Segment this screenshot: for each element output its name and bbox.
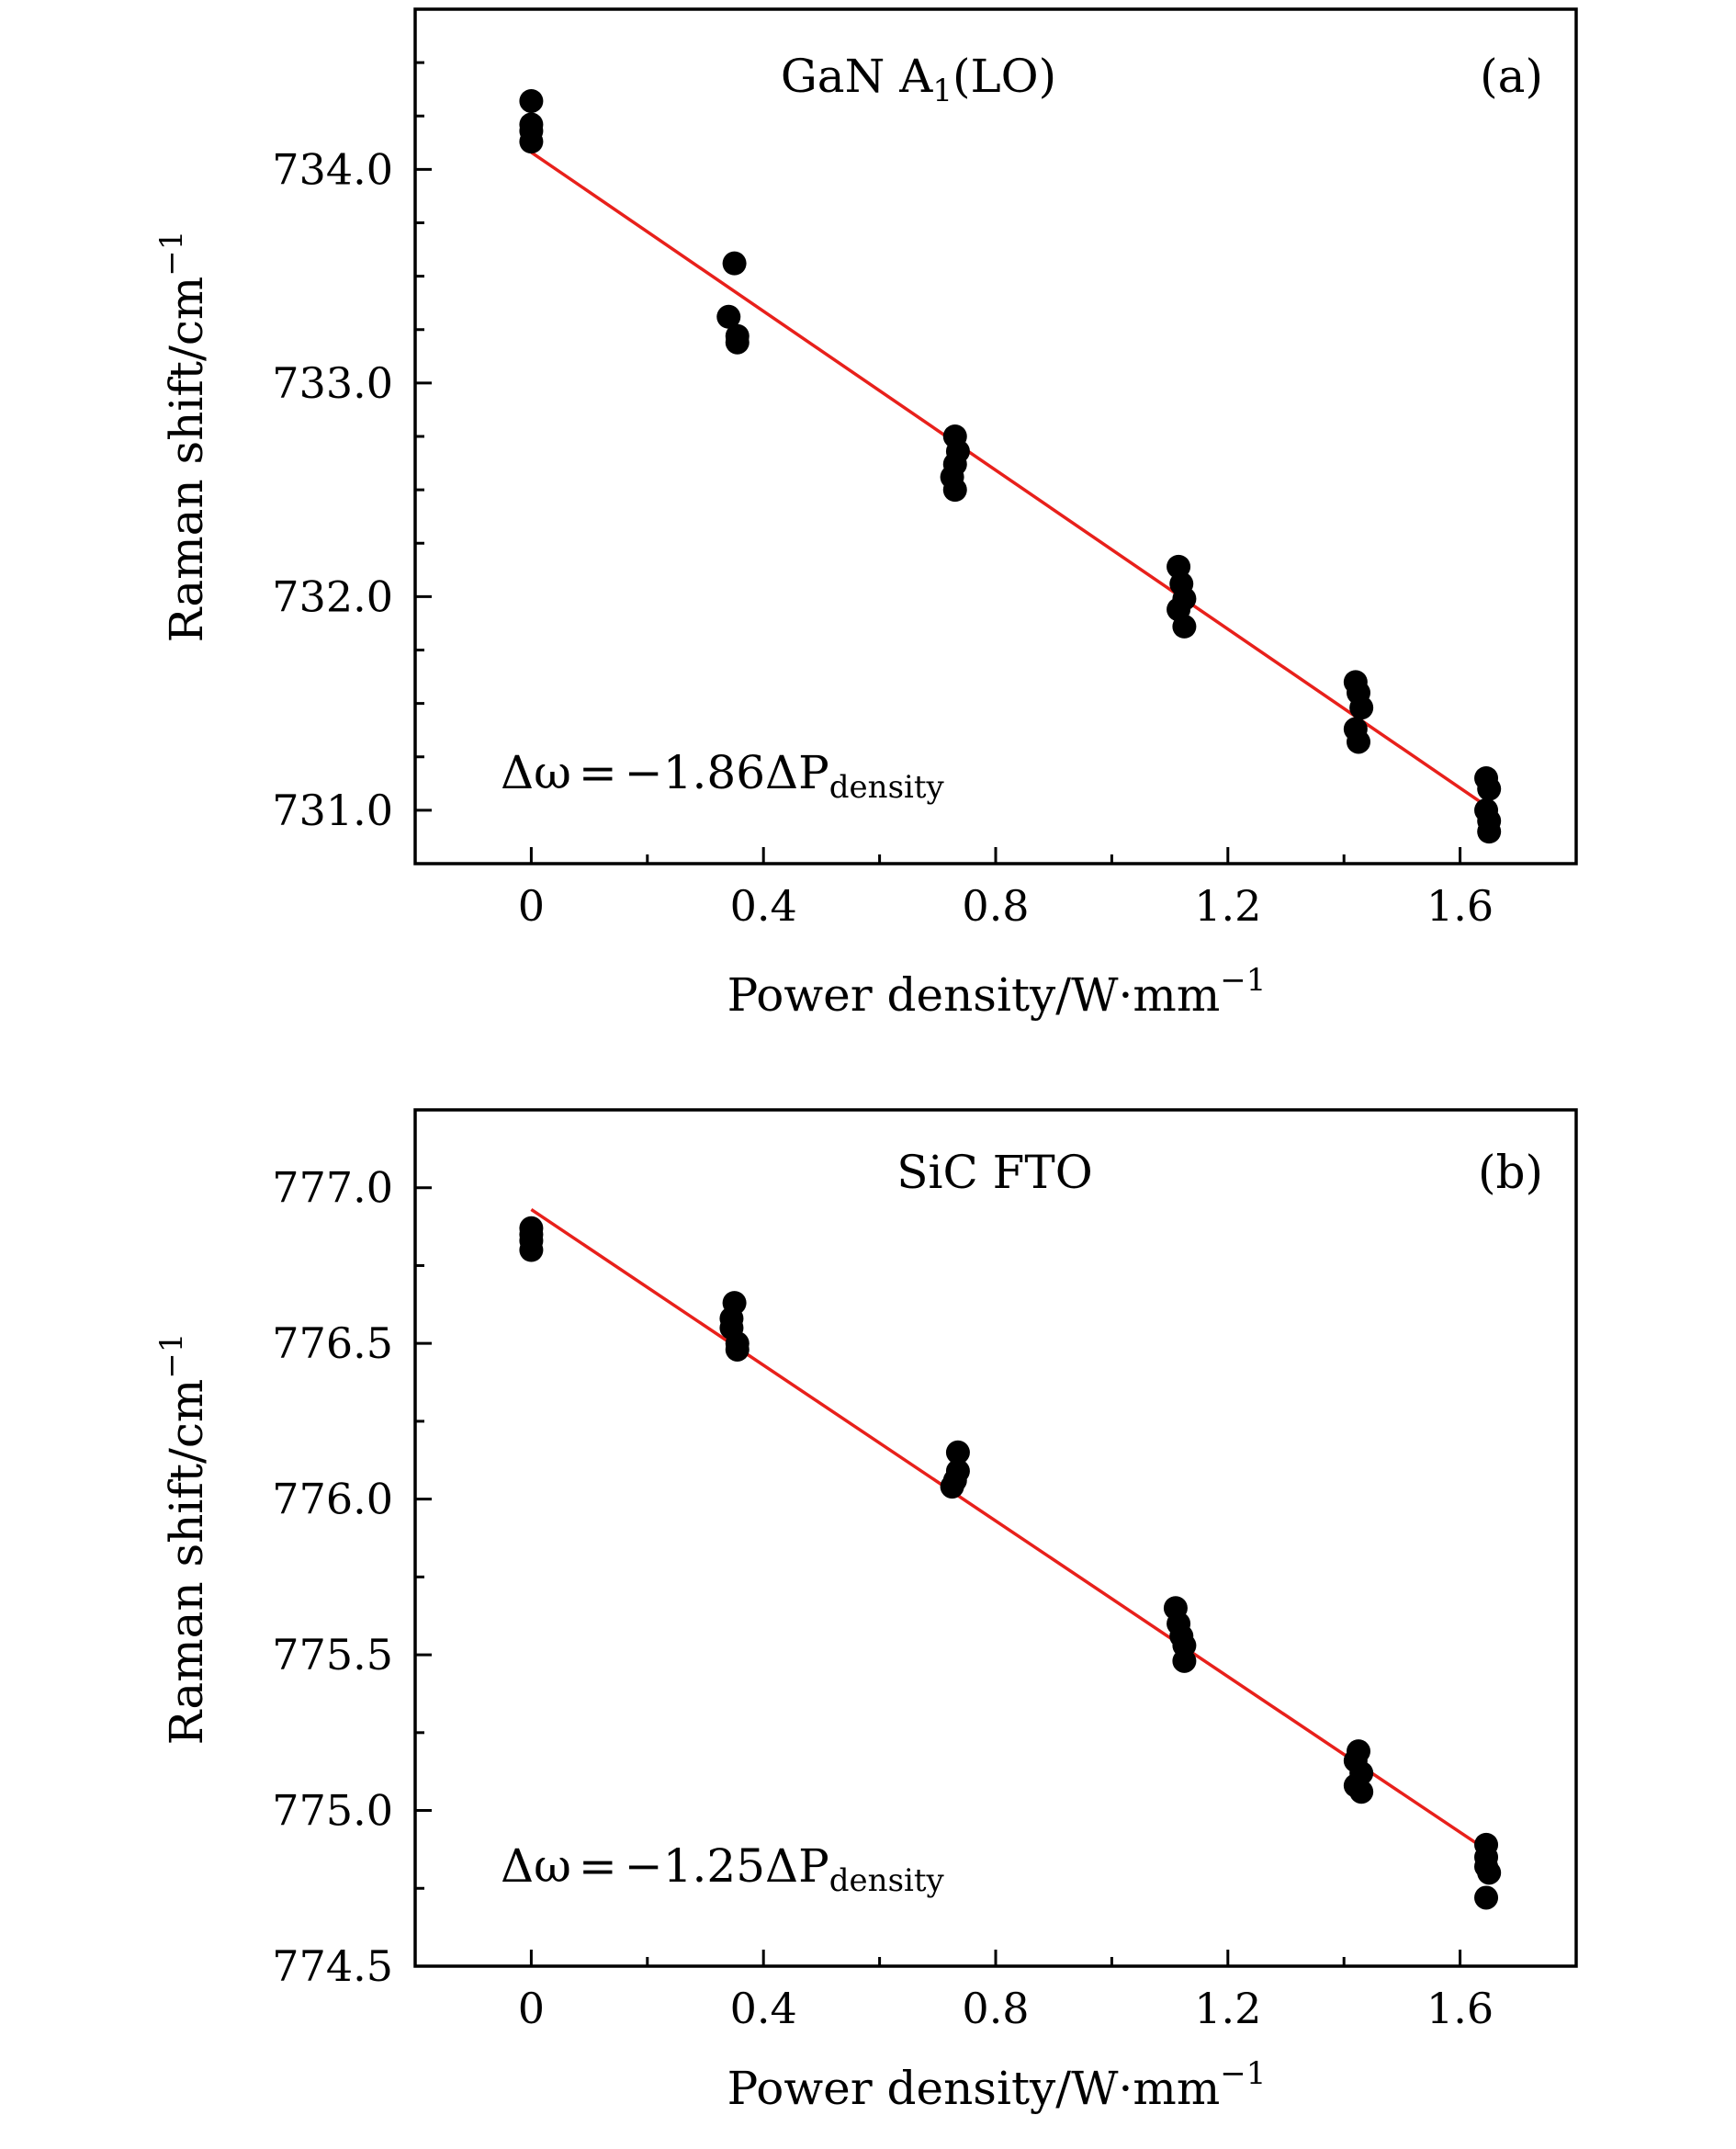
data-point: [1474, 1885, 1499, 1910]
x-ticks-a: 0 0.4 0.8 1.2 1.6: [413, 847, 1578, 931]
y-tick-label: 776.0: [272, 1475, 393, 1524]
y-tick-label: 734.0: [272, 144, 393, 194]
data-points-a: [519, 88, 1502, 844]
y-axis-label-b: Raman shift/cm−1: [153, 1333, 213, 1746]
data-point: [722, 251, 747, 276]
equation-a-rhs: −1.86ΔP: [625, 746, 829, 799]
x-tick-label: 1.6: [1426, 881, 1494, 931]
x-tick-label: 0: [518, 881, 545, 931]
data-point: [1349, 1780, 1374, 1804]
x-ticks-b: 0 0.4 0.8 1.2 1.6: [413, 1950, 1578, 2033]
y-tick-label: 775.5: [272, 1630, 393, 1680]
data-point: [945, 1440, 970, 1465]
equation-b-rhs: −1.25ΔP: [625, 1839, 829, 1893]
data-point: [1477, 820, 1502, 844]
x-tick-label: 1.6: [1426, 1984, 1494, 2033]
panel-title-a-tail: (LO): [953, 50, 1056, 103]
data-point: [519, 130, 544, 154]
data-point: [716, 304, 741, 329]
data-point: [1172, 614, 1197, 639]
panel-b: 0 0.4 0.8 1.2 1.6 774.5775.0775.5776.0776.57…: [153, 1108, 1578, 2115]
panel-title-a: GaN A1(LO): [781, 50, 1056, 109]
data-point: [725, 330, 750, 355]
y-tick-label: 733.0: [272, 358, 393, 408]
x-tick-label: 0.8: [962, 881, 1029, 931]
equation-b: Δω = −1.25ΔPdensity: [501, 1839, 945, 1899]
y-tick-label: 774.5: [272, 1941, 393, 1991]
y-axis-label-a-sup: −1: [153, 231, 190, 277]
equation-b-equals: =: [579, 1839, 617, 1893]
y-minor-ticks-b: [415, 1263, 424, 1890]
x-tick-label: 0: [518, 1984, 545, 2033]
x-axis-label-b: Power density/W·mm−1: [727, 2055, 1267, 2115]
equation-a-equals: =: [579, 746, 617, 799]
equation-a: Δω = −1.86ΔPdensity: [501, 746, 945, 806]
data-point: [1172, 1648, 1197, 1673]
plot-frame-a: [413, 7, 1578, 865]
panel-title-a-subscript: 1: [932, 73, 953, 109]
plot-frame-b: [413, 1108, 1578, 1968]
data-point: [519, 1238, 544, 1262]
y-ticks-a: 731.0 732.0 733.0 734.0: [272, 144, 432, 835]
y-tick-label: 777.0: [272, 1163, 393, 1213]
x-tick-label: 0.8: [962, 1984, 1029, 2033]
panel-title-b: SiC FTO: [896, 1146, 1092, 1199]
y-tick-label: 732.0: [272, 571, 393, 621]
x-axis-label-a-sup: −1: [1220, 962, 1266, 999]
y-tick-label: 776.5: [272, 1318, 393, 1368]
x-axis-label-a: Power density/W·mm−1: [727, 962, 1267, 1022]
y-minor-ticks-a: [415, 61, 424, 759]
y-tick-label: 731.0: [272, 786, 393, 835]
y-tick-label: 775.0: [272, 1786, 393, 1836]
fit-line-a: [530, 151, 1491, 809]
x-tick-label: 1.2: [1194, 881, 1261, 931]
x-tick-label: 0.4: [730, 881, 797, 931]
data-point: [940, 1475, 964, 1499]
data-points-b: [519, 1216, 1502, 1910]
data-point: [942, 478, 967, 503]
x-tick-label: 1.2: [1194, 1984, 1261, 2033]
data-point: [725, 1337, 750, 1362]
x-tick-label: 0.4: [730, 1984, 797, 2033]
data-point: [1477, 776, 1502, 801]
data-point: [1347, 730, 1370, 754]
x-axis-label-b-sup: −1: [1220, 2055, 1266, 2092]
equation-b-subscript: density: [829, 1862, 945, 1899]
y-axis-label-a: Raman shift/cm−1: [153, 231, 213, 643]
y-axis-label-b-sup: −1: [153, 1333, 190, 1379]
panel-tag-a: (a): [1480, 50, 1543, 103]
data-point: [1349, 696, 1374, 720]
equation-a-subscript: density: [829, 769, 945, 806]
panel-tag-b: (b): [1478, 1146, 1543, 1199]
data-point: [519, 88, 544, 113]
fit-line-b: [530, 1207, 1491, 1853]
panel-a: 0 0.4 0.8 1.2 1.6 731.0 732.0 733.0 734.0 GaN A…: [153, 7, 1578, 1022]
y-ticks-b: 774.5 775.0 775.5 776.0 776.5 777.0: [272, 1163, 432, 1991]
data-point: [1477, 1861, 1502, 1885]
